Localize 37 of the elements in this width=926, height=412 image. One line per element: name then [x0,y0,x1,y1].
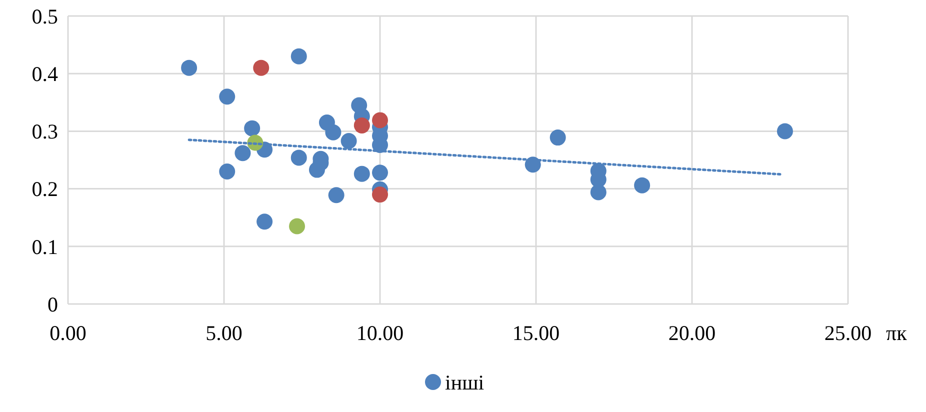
y-tick-label: 0 [48,292,58,316]
point [325,124,342,140]
y-tick-label: 0.2 [32,177,58,202]
y-tick-label: 0.1 [32,234,58,259]
point [290,150,307,166]
point [219,88,236,105]
point [244,120,260,136]
legend-label: інші [445,370,484,394]
x-tick-label: 10.00 [356,321,404,345]
point [372,186,388,203]
point [634,177,650,194]
point [328,187,344,204]
point [340,132,357,149]
point [290,48,307,64]
point [253,60,270,76]
x-tick-label: 20.00 [668,321,716,345]
point [550,130,566,146]
y-tick-label: 0.5 [32,4,58,28]
x-tick-label: 25.00 [824,321,872,345]
x-tick-label: 5.00 [206,321,242,345]
point [372,112,388,128]
point [308,162,325,178]
y-tick-label: 0.3 [32,120,58,144]
point [354,166,370,182]
x-axis-title: πк [886,321,908,345]
point [590,184,606,200]
point [181,60,198,76]
x-tick-label: 15.00 [512,321,560,345]
point [776,123,793,140]
point [289,218,306,234]
y-tick-label: 0.4 [32,62,58,86]
point [256,214,273,230]
point [372,164,388,181]
point [219,164,236,180]
x-tick-label: 0.00 [50,321,86,345]
point [234,145,251,162]
point [354,117,370,134]
